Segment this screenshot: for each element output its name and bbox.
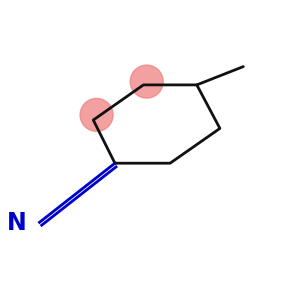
Text: N: N [7, 211, 26, 235]
Circle shape [130, 65, 163, 98]
Circle shape [80, 98, 113, 131]
